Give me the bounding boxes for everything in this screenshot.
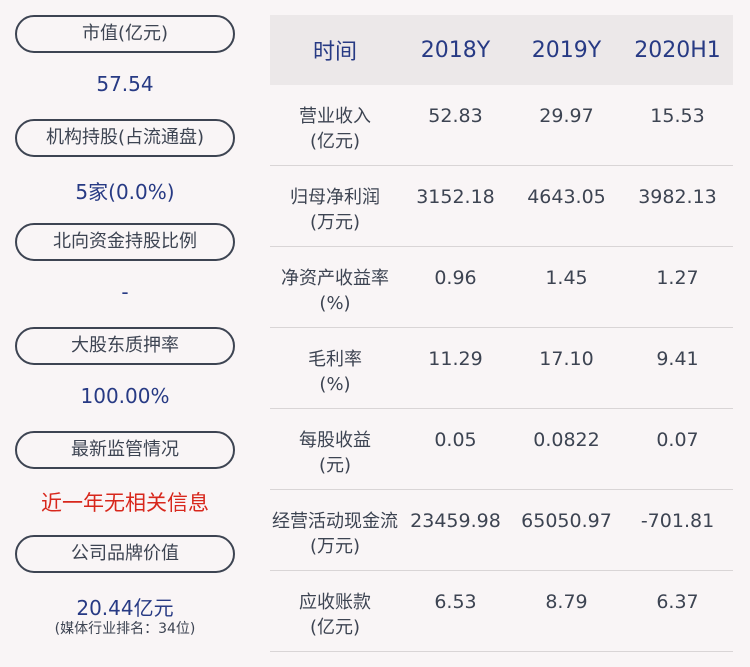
row-label-name: 营业收入 <box>299 106 371 127</box>
financial-table: 时间 2018Y 2019Y 2020H1 营业收入 (亿元) 52.83 29… <box>270 15 733 652</box>
brand-rank-note: (媒体行业排名：34位) <box>54 621 196 637</box>
row-label-name: 净资产收益率 <box>281 268 389 289</box>
table-cell: 11.29 <box>428 348 483 370</box>
table-row: 经营活动现金流 (万元) 23459.98 65050.97 -701.81 <box>270 490 733 571</box>
row-label: 毛利率 (%) <box>270 328 400 397</box>
market-cap-value: 57.54 <box>96 72 154 96</box>
northbound-ratio-value: - <box>121 280 129 304</box>
table-cell: 6.53 <box>434 591 477 613</box>
table-header: 时间 2018Y 2019Y 2020H1 <box>270 15 733 85</box>
header-2020h1: 2020H1 <box>634 37 721 63</box>
market-cap-label: 市值(亿元) <box>15 15 235 53</box>
row-label: 经营活动现金流 (万元) <box>270 490 400 559</box>
table-row: 每股收益 (元) 0.05 0.0822 0.07 <box>270 409 733 490</box>
key-metrics-panel: 市值(亿元) 57.54 机构持股(占流通盘) 5家(0.0%) 北向资金持股比… <box>0 0 250 667</box>
northbound-ratio-label: 北向资金持股比例 <box>15 223 235 261</box>
table-cell: 1.45 <box>545 267 588 289</box>
table-row: 毛利率 (%) 11.29 17.10 9.41 <box>270 328 733 409</box>
table-cell: 17.10 <box>539 348 594 370</box>
table-cell: 0.05 <box>434 429 477 451</box>
table-cell: 3982.13 <box>638 186 717 208</box>
table-cell: 0.0822 <box>533 429 600 451</box>
table-cell: 65050.97 <box>521 510 612 532</box>
institutional-holding-label: 机构持股(占流通盘) <box>15 119 235 157</box>
table-row: 净资产收益率 (%) 0.96 1.45 1.27 <box>270 247 733 328</box>
table-cell: 1.27 <box>656 267 699 289</box>
row-label-unit: (万元) <box>309 536 361 557</box>
table-cell: 0.07 <box>656 429 699 451</box>
row-label: 归母净利润 (万元) <box>270 166 400 235</box>
pledge-ratio-label: 大股东质押率 <box>15 327 235 365</box>
table-row: 应收账款 (亿元) 6.53 8.79 6.37 <box>270 571 733 652</box>
row-label-unit: (%) <box>319 293 351 314</box>
table-cell: 3152.18 <box>416 186 495 208</box>
table-cell: -701.81 <box>640 510 715 532</box>
row-label-unit: (%) <box>319 374 351 395</box>
header-2019y: 2019Y <box>531 37 602 63</box>
regulatory-status-value: 近一年无相关信息 <box>41 491 209 515</box>
table-cell: 23459.98 <box>410 510 501 532</box>
table-row: 营业收入 (亿元) 52.83 29.97 15.53 <box>270 85 733 166</box>
row-label-name: 应收账款 <box>299 592 371 613</box>
table-cell: 8.79 <box>545 591 588 613</box>
regulatory-status-label: 最新监管情况 <box>15 431 235 469</box>
row-label: 营业收入 (亿元) <box>270 85 400 154</box>
row-label-unit: (万元) <box>309 212 361 233</box>
table-cell: 52.83 <box>428 105 483 127</box>
brand-value-value: 20.44亿元 <box>76 596 174 620</box>
table-cell: 6.37 <box>656 591 699 613</box>
table-cell: 9.41 <box>656 348 699 370</box>
table-cell: 15.53 <box>650 105 705 127</box>
header-period: 时间 <box>312 40 357 65</box>
row-label-unit: (亿元) <box>309 131 361 152</box>
table-row: 归母净利润 (万元) 3152.18 4643.05 3982.13 <box>270 166 733 247</box>
row-label-name: 每股收益 <box>299 430 371 451</box>
row-label: 净资产收益率 (%) <box>270 247 400 316</box>
row-label-name: 毛利率 <box>308 349 362 370</box>
brand-value-label: 公司品牌价值 <box>15 535 235 573</box>
row-label-name: 经营活动现金流 <box>272 511 398 532</box>
institutional-holding-value: 5家(0.0%) <box>75 180 175 204</box>
table-cell: 0.96 <box>434 267 477 289</box>
row-label-name: 归母净利润 <box>290 187 380 208</box>
row-label-unit: (亿元) <box>309 617 361 638</box>
row-label: 应收账款 (亿元) <box>270 571 400 640</box>
table-cell: 4643.05 <box>527 186 606 208</box>
row-label-unit: (元) <box>318 455 352 476</box>
table-cell: 29.97 <box>539 105 594 127</box>
pledge-ratio-value: 100.00% <box>80 384 170 408</box>
row-label: 每股收益 (元) <box>270 409 400 478</box>
header-2018y: 2018Y <box>420 37 491 63</box>
